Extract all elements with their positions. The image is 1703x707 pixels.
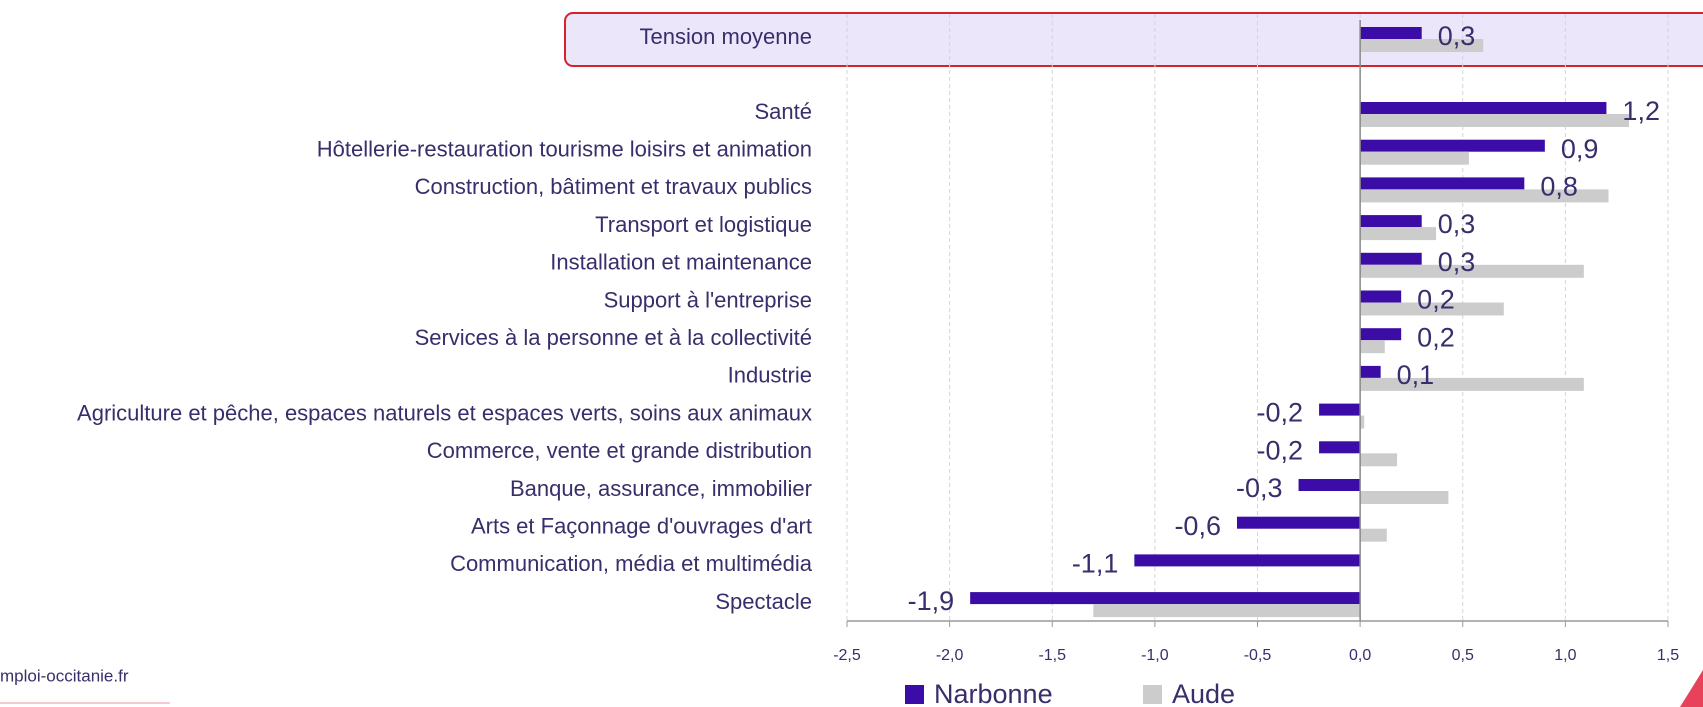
- bar: [1360, 114, 1630, 127]
- bar: [1360, 453, 1398, 467]
- x-tick-label: 1,0: [1554, 647, 1576, 664]
- bar: [1298, 479, 1361, 491]
- decoration: [1680, 670, 1703, 707]
- value-label: -1,9: [908, 586, 955, 616]
- category-label: Industrie: [728, 363, 812, 388]
- legend-swatch: [905, 685, 924, 704]
- bar: [1360, 139, 1545, 152]
- value-label: -1,1: [1072, 549, 1119, 579]
- bar: [1360, 365, 1381, 378]
- category-label: Commerce, vente et grande distribution: [427, 438, 812, 463]
- category-label: Tension moyenne: [640, 24, 812, 49]
- category-label: Santé: [755, 99, 813, 124]
- bar: [1093, 604, 1361, 618]
- x-tick-label: -1,5: [1038, 647, 1066, 664]
- bar: [1360, 415, 1365, 429]
- bar: [1319, 441, 1361, 454]
- category-label: Hôtellerie-restauration tourisme loisirs…: [317, 137, 812, 162]
- bar: [1360, 302, 1504, 316]
- bar: [1360, 377, 1584, 391]
- value-label: 0,3: [1438, 209, 1476, 239]
- bar: [1134, 554, 1361, 567]
- x-tick-label: 1,5: [1657, 647, 1679, 664]
- x-tick-label: -2,5: [833, 647, 861, 664]
- bar: [1360, 177, 1525, 190]
- category-label: Communication, média et multimédia: [450, 551, 813, 576]
- bar: [970, 592, 1361, 605]
- x-tick-label: -2,0: [936, 647, 964, 664]
- value-label: 0,9: [1561, 134, 1599, 164]
- x-tick-label: 0,5: [1452, 647, 1474, 664]
- value-label: -0,2: [1257, 398, 1304, 428]
- bar: [1360, 215, 1422, 228]
- bar: [1360, 189, 1609, 203]
- category-label: Banque, assurance, immobilier: [510, 476, 812, 501]
- value-label: 0,3: [1438, 247, 1476, 277]
- x-tick-label: -0,5: [1244, 647, 1272, 664]
- bar: [1360, 264, 1584, 278]
- bar: [1360, 252, 1422, 265]
- bar: [1360, 328, 1402, 341]
- category-label: Transport et logistique: [595, 212, 812, 237]
- category-label: Support à l'entreprise: [604, 287, 812, 312]
- source: mploi-occitanie.fr: [0, 666, 129, 685]
- bar: [1360, 151, 1469, 165]
- highlight-box: [564, 12, 1703, 67]
- bar: [1360, 290, 1402, 303]
- value-label: 0,8: [1540, 172, 1578, 202]
- bar: [1360, 528, 1387, 542]
- category-label: Spectacle: [715, 589, 812, 614]
- category-label: Arts et Façonnage d'ouvrages d'art: [471, 514, 812, 539]
- value-label: 0,2: [1417, 285, 1455, 315]
- x-tick-label: -1,0: [1141, 647, 1169, 664]
- category-label: Services à la personne et à la collectiv…: [415, 325, 812, 350]
- bar: [1360, 27, 1422, 39]
- value-label: -0,3: [1236, 473, 1283, 503]
- value-label: 0,2: [1417, 322, 1455, 352]
- bar: [1360, 39, 1484, 52]
- x-tick-label: 0,0: [1349, 647, 1371, 664]
- legend-label: Aude: [1172, 679, 1235, 707]
- category-label: Construction, bâtiment et travaux public…: [415, 174, 812, 199]
- value-label: -0,6: [1174, 511, 1221, 541]
- bar: [1360, 491, 1449, 504]
- bar: [1360, 227, 1437, 241]
- legend-label: Narbonne: [934, 679, 1053, 707]
- bar: [1360, 102, 1607, 114]
- bar: [1236, 516, 1361, 529]
- category-label: Installation et maintenance: [550, 250, 812, 275]
- bar: [1319, 403, 1361, 416]
- legend-swatch: [1143, 685, 1162, 704]
- category-label: Agriculture et pêche, espaces naturels e…: [77, 400, 812, 425]
- bar: [1360, 340, 1385, 354]
- value-label: 0,3: [1438, 21, 1476, 51]
- value-label: 0,1: [1397, 360, 1435, 390]
- value-label: -0,2: [1257, 435, 1304, 465]
- value-label: 1,2: [1622, 96, 1660, 126]
